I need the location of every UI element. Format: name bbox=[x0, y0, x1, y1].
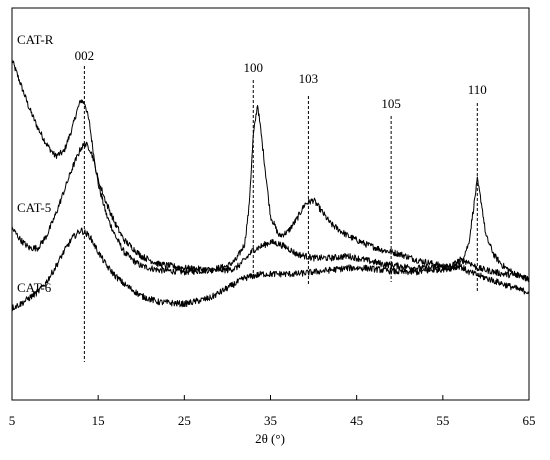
x-tick-label-35: 35 bbox=[264, 413, 277, 428]
traces bbox=[11, 58, 530, 311]
peak-label-103: 103 bbox=[299, 71, 319, 86]
x-tick-label-25: 25 bbox=[178, 413, 191, 428]
series-line-cat-r bbox=[11, 58, 530, 283]
series-line-cat-6 bbox=[11, 227, 530, 311]
peak-label-002: 002 bbox=[75, 48, 95, 63]
series-line-cat-5 bbox=[11, 141, 530, 281]
labels: CAT-R CAT-5 CAT-6 002 100 103 105 110 bbox=[17, 32, 487, 295]
series-label-cat-r: CAT-R bbox=[17, 32, 54, 47]
peak-label-100: 100 bbox=[244, 60, 264, 75]
peak-label-110: 110 bbox=[468, 82, 487, 97]
series-label-cat-6: CAT-6 bbox=[17, 280, 52, 295]
peak-label-105: 105 bbox=[381, 96, 401, 111]
x-axis-title: 2θ (°) bbox=[255, 431, 285, 446]
series-label-cat-5: CAT-5 bbox=[17, 200, 51, 215]
reference-lines bbox=[83, 66, 478, 362]
plot-frame bbox=[11, 7, 530, 401]
x-tick-label-45: 45 bbox=[350, 413, 363, 428]
x-axis: 5 15 25 35 45 55 65 bbox=[9, 395, 536, 428]
x-tick-label-15: 15 bbox=[92, 413, 105, 428]
x-tick-label-65: 65 bbox=[523, 413, 536, 428]
x-tick-label-5: 5 bbox=[9, 413, 16, 428]
x-tick-label-55: 55 bbox=[436, 413, 449, 428]
